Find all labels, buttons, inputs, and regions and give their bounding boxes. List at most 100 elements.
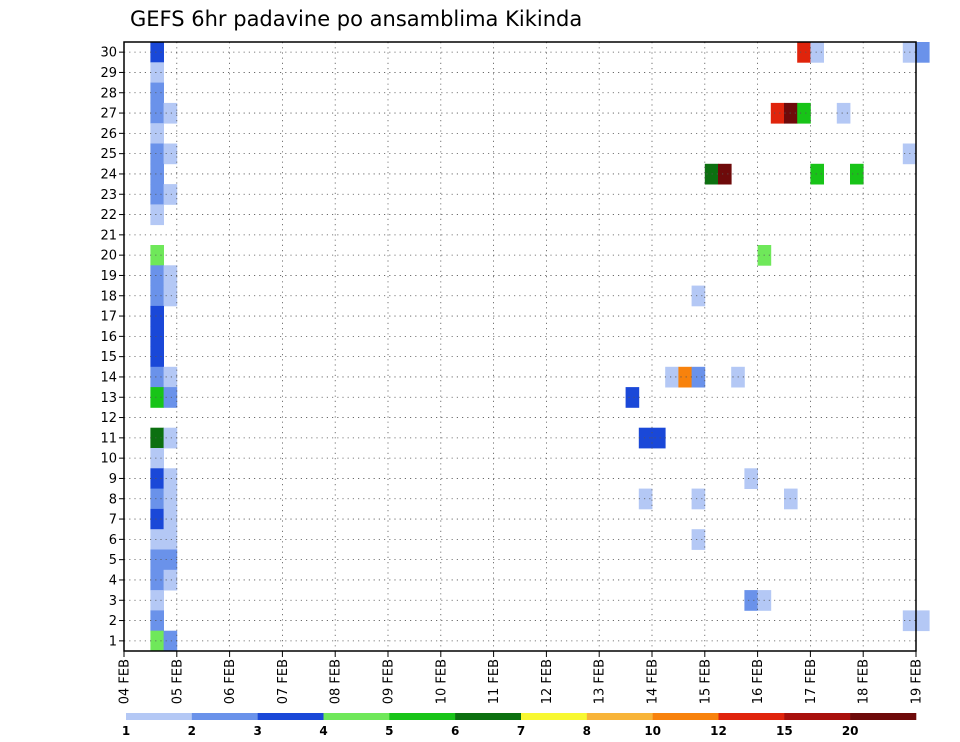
heatmap-cell-m5-63 [163, 549, 178, 571]
x-tick-label-8: 12 FEB [540, 659, 555, 704]
y-tick-label-15: 15 [100, 350, 117, 365]
y-tick-label-1: 1 [109, 634, 117, 649]
colorbar: 1 2 3 4 5 6 7 8 10 12 15 20 [122, 713, 917, 738]
colorbar-label-5: 6 [451, 724, 459, 738]
colorbar-swatch-5 [455, 713, 522, 720]
dotted-grid [124, 42, 916, 651]
heatmap-cell-m24-17 [150, 163, 164, 185]
heatmap-cell-m14-38 [678, 366, 692, 388]
heatmap-cell-m19-28 [163, 265, 178, 286]
heatmap-cell-m23-22 [150, 184, 164, 205]
heatmap-cell-m27-8 [163, 102, 178, 124]
heatmap-cell-m30-1 [797, 42, 811, 63]
heatmap-cell-m4-64 [150, 569, 164, 591]
heatmap-cell-m26-13 [150, 123, 164, 144]
x-tick-label-1: 05 FEB [170, 659, 185, 704]
heatmap-cell-m13-43 [625, 387, 640, 408]
heatmap-cell-m13-41 [150, 387, 164, 408]
x-tick-label-11: 15 FEB [698, 659, 713, 704]
heatmap-cell-m8-53 [163, 488, 178, 510]
y-tick-label-8: 8 [109, 492, 117, 507]
x-tick-label-4: 08 FEB [329, 659, 344, 704]
heatmap-cell-m24-21 [850, 163, 864, 185]
heatmap-cell-m24-19 [718, 163, 732, 185]
heatmap-cell-m8-54 [638, 488, 653, 510]
y-tick-label-6: 6 [109, 533, 117, 548]
colorbar-label-3: 4 [319, 724, 327, 738]
colorbar-swatch-0 [126, 713, 193, 720]
y-tick-label-13: 13 [100, 391, 117, 406]
heatmap-cell-m17-32 [150, 305, 164, 327]
heatmap-cell-m18-31 [691, 285, 706, 307]
colorbar-label-0: 1 [122, 724, 130, 738]
y-tick-label-2: 2 [109, 614, 117, 629]
x-tick-label-12: 16 FEB [751, 659, 766, 704]
heatmap-cells [150, 42, 930, 652]
heatmap-cell-m10-48 [150, 448, 164, 469]
heatmap-cell-m14-35 [150, 366, 164, 388]
colorbar-swatch-9 [718, 713, 785, 720]
heatmap-cell-m19-27 [150, 265, 164, 286]
heatmap-cell-m8-55 [691, 488, 706, 510]
x-tick-label-3: 07 FEB [276, 659, 291, 704]
y-tick-label-4: 4 [109, 573, 117, 588]
y-tick-label-25: 25 [100, 147, 117, 162]
heatmap-cell-m11-44 [150, 427, 164, 449]
chart-title: GEFS 6hr padavine po ansamblima Kikinda [130, 7, 582, 31]
heatmap-cell-m2-71 [916, 610, 930, 632]
y-tick-label-26: 26 [100, 127, 117, 142]
heatmap-cell-m27-12 [836, 102, 851, 124]
y-tick-label-19: 19 [100, 269, 117, 284]
heatmap-cell-m11-47 [652, 427, 666, 449]
x-tick-label-5: 09 FEB [382, 659, 397, 704]
y-tick-label-12: 12 [100, 411, 117, 426]
colorbar-swatch-2 [257, 713, 324, 720]
heatmap-cell-m14-39 [691, 366, 706, 388]
heatmap-cell-m6-59 [150, 529, 164, 550]
y-tick-label-14: 14 [100, 370, 117, 385]
heatmap-cell-m3-66 [150, 590, 164, 611]
heatmap-cell-m22-24 [150, 204, 164, 226]
y-tick-label-30: 30 [100, 46, 117, 61]
heatmap-cell-m8-52 [150, 488, 164, 510]
colorbar-label-2: 3 [253, 724, 261, 738]
heatmap-cell-m20-25 [150, 245, 164, 266]
x-tick-label-10: 14 FEB [646, 659, 661, 704]
colorbar-swatch-10 [784, 713, 851, 720]
heatmap-cell-m14-37 [665, 366, 679, 388]
x-tick-label-9: 13 FEB [593, 659, 608, 704]
heatmap-cell-m16-33 [150, 326, 164, 347]
colorbar-label-4: 5 [385, 724, 393, 738]
y-tick-label-23: 23 [100, 188, 117, 203]
y-tick-label-29: 29 [100, 66, 117, 81]
colorbar-label-7: 8 [583, 724, 591, 738]
colorbar-label-6: 7 [517, 724, 525, 738]
y-tick-label-20: 20 [100, 249, 117, 264]
colorbar-swatch-11 [850, 713, 917, 720]
heatmap-cell-m30-0 [150, 42, 164, 63]
heatmap-cell-m13-42 [163, 387, 178, 408]
x-tick-label-14: 18 FEB [857, 659, 872, 704]
x-tick-label-15: 19 FEB [910, 659, 925, 704]
colorbar-label-1: 2 [188, 724, 196, 738]
colorbar-swatch-8 [652, 713, 719, 720]
x-tick-label-2: 06 FEB [223, 659, 238, 704]
heatmap-cell-m27-9 [770, 102, 785, 124]
y-tick-label-27: 27 [100, 107, 117, 122]
heatmap-cell-m25-14 [150, 143, 164, 165]
heatmap-cell-m18-29 [150, 285, 164, 307]
heatmap-cell-m5-62 [150, 549, 164, 571]
heatmap-cell-m9-51 [744, 468, 758, 489]
heatmap-cell-m23-23 [163, 184, 178, 205]
x-tick-label-13: 17 FEB [804, 659, 819, 704]
y-tick-label-5: 5 [109, 553, 117, 568]
heatmap-cell-m1-73 [163, 630, 178, 652]
heatmap-cell-m28-6 [150, 82, 164, 104]
heatmap-cell-m25-15 [163, 143, 178, 165]
heatmap-cell-m2-69 [150, 610, 164, 632]
heatmap-cell-m11-46 [638, 427, 653, 449]
plot-frame [123, 41, 917, 652]
heatmap-cell-m11-45 [163, 427, 178, 449]
y-axis-ticks: 1234567891011121314151617181920212223242… [100, 46, 124, 649]
